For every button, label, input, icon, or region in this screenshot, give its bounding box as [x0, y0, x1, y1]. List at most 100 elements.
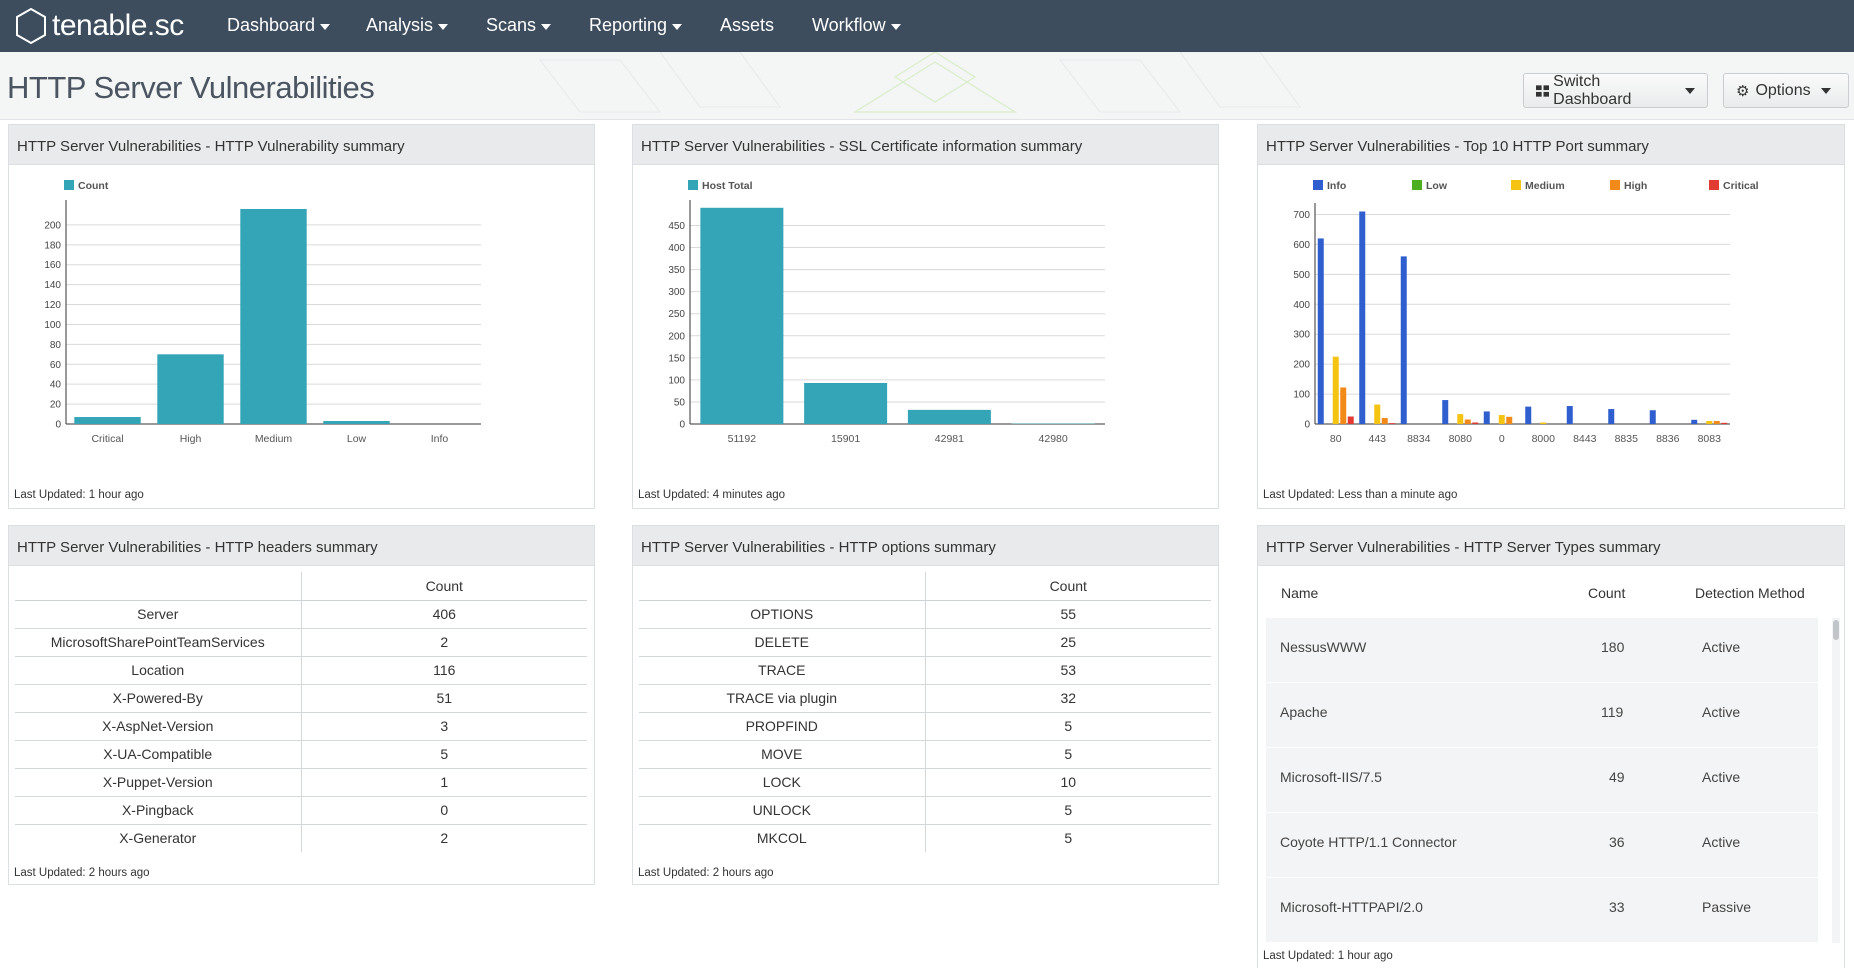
last-updated: Last Updated: 2 hours ago: [14, 867, 150, 879]
nav-scans[interactable]: Scans: [486, 15, 552, 36]
option-name-cell: TRACE: [639, 656, 926, 685]
table-row: Server 406: [15, 600, 587, 629]
count-cell: 5: [925, 740, 1211, 769]
x-tick-label: 51192: [728, 433, 757, 445]
nav-dashboard-label: Dashboard: [227, 15, 316, 35]
nav-assets[interactable]: Assets: [720, 15, 774, 36]
y-tick-label: 140: [44, 280, 61, 291]
table-row: X-UA-Compatible 5: [15, 740, 587, 769]
vuln-summary-panel: HTTP Server Vulnerabilities - HTTP Vulne…: [8, 124, 595, 509]
app-logo[interactable]: tenable.sc: [14, 7, 184, 45]
switch-dashboard-button[interactable]: Switch Dashboard: [1523, 73, 1708, 108]
y-tick-label: 150: [668, 353, 685, 364]
nav-workflow[interactable]: Workflow: [812, 15, 901, 36]
bar: [1472, 422, 1479, 424]
nav-analysis[interactable]: Analysis: [366, 15, 449, 36]
header-name-cell: Location: [15, 656, 302, 685]
count-cell: 119: [1601, 704, 1624, 720]
header-name-cell: X-Powered-By: [15, 684, 302, 713]
y-tick-label: 400: [1293, 300, 1310, 311]
legend-label: Low: [1426, 180, 1448, 192]
option-name-cell: TRACE via plugin: [639, 684, 926, 713]
panel-title: HTTP Server Vulnerabilities - SSL Certif…: [633, 125, 1218, 165]
bar: [1347, 416, 1354, 424]
legend-label: Host Total: [702, 180, 753, 192]
bar: [1540, 422, 1547, 424]
count-cell: 406: [301, 600, 587, 629]
count-cell: 51: [301, 684, 587, 713]
header-name-cell: X-Generator: [15, 824, 302, 852]
table-row: PROPFIND 5: [639, 712, 1211, 741]
x-tick-label: 42981: [935, 433, 964, 445]
bar: [1713, 421, 1720, 424]
count-cell: 116: [301, 656, 587, 685]
count-cell: 5: [925, 796, 1211, 825]
y-tick-label: 0: [679, 420, 685, 431]
count-cell: 36: [1609, 834, 1625, 850]
table-row[interactable]: Apache 119 Active: [1266, 683, 1818, 748]
bar: [1706, 421, 1713, 424]
count-cell: 55: [925, 600, 1211, 629]
header-name-cell: X-Pingback: [15, 796, 302, 825]
options-button[interactable]: ⚙ Options: [1723, 73, 1849, 108]
table-row[interactable]: Coyote HTTP/1.1 Connector 36 Active: [1266, 813, 1818, 878]
name-column-header: Name: [1281, 585, 1319, 601]
y-tick-label: 200: [44, 220, 61, 231]
y-tick-label: 200: [1293, 360, 1310, 371]
y-tick-label: 100: [44, 320, 61, 331]
option-name-cell: UNLOCK: [639, 796, 926, 825]
bar: [1374, 404, 1381, 424]
chevron-down-icon: [320, 23, 331, 30]
option-name-cell: MOVE: [639, 740, 926, 769]
table-row[interactable]: Microsoft-HTTPAPI/2.0 33 Passive: [1266, 878, 1818, 943]
y-tick-label: 160: [44, 260, 61, 271]
legend-label: High: [1624, 180, 1647, 192]
detection-method-cell: Passive: [1702, 899, 1752, 915]
scrollbar-track[interactable]: [1832, 618, 1840, 943]
bar: [907, 409, 991, 424]
table-row: X-AspNet-Version 3: [15, 712, 587, 741]
y-tick-label: 200: [668, 331, 685, 342]
app-name: tenable.sc: [52, 9, 184, 42]
y-tick-label: 60: [50, 360, 62, 371]
count-cell: 5: [925, 712, 1211, 741]
table-row: TRACE via plugin 32: [639, 684, 1211, 713]
y-tick-label: 100: [1293, 390, 1310, 401]
table-row[interactable]: Microsoft-IIS/7.5 49 Active: [1266, 748, 1818, 813]
panel-title: HTTP Server Vulnerabilities - HTTP optio…: [633, 526, 1218, 566]
server-name-cell: Apache: [1280, 704, 1328, 720]
y-tick-label: 500: [1293, 270, 1310, 281]
chevron-down-icon: [890, 23, 901, 30]
y-tick-label: 400: [668, 243, 685, 254]
last-updated: Last Updated: 4 minutes ago: [638, 489, 786, 501]
x-tick-label: 42980: [1039, 433, 1068, 445]
nav-dashboard[interactable]: Dashboard: [227, 15, 331, 36]
detection-method-cell: Active: [1702, 769, 1741, 785]
panel-title: HTTP Server Vulnerabilities - HTTP Serve…: [1258, 526, 1844, 566]
bar: [74, 417, 141, 424]
option-name-cell: OPTIONS: [639, 600, 926, 629]
y-tick-label: 50: [674, 397, 686, 408]
chevron-down-icon: [541, 23, 552, 30]
header-name-cell: X-UA-Compatible: [15, 740, 302, 769]
bar: [1608, 409, 1615, 424]
table-row[interactable]: NessusWWW 180 Active: [1266, 618, 1818, 683]
nav-reporting-label: Reporting: [589, 15, 668, 35]
table-row: TRACE 53: [639, 656, 1211, 685]
x-tick-label: High: [180, 433, 202, 445]
count-column-header: Count: [925, 572, 1211, 601]
legend-label: Critical: [1723, 180, 1759, 192]
bar: [1389, 423, 1396, 424]
nav-reporting[interactable]: Reporting: [589, 15, 683, 36]
server-name-cell: NessusWWW: [1280, 639, 1367, 655]
detection-method-cell: Active: [1702, 639, 1741, 655]
legend-swatch: [64, 180, 74, 190]
table-row: X-Pingback 0: [15, 796, 587, 825]
detection-method-column-header: Detection Method: [1695, 585, 1805, 601]
legend-swatch: [1511, 180, 1521, 190]
header-name-cell: X-Puppet-Version: [15, 768, 302, 797]
table-header-row: Count: [639, 572, 1211, 601]
y-tick-label: 100: [668, 375, 685, 386]
scrollbar-thumb[interactable]: [1833, 620, 1839, 640]
headers-table: Count Server 406 MicrosoftSharePointTeamS…: [15, 572, 587, 852]
